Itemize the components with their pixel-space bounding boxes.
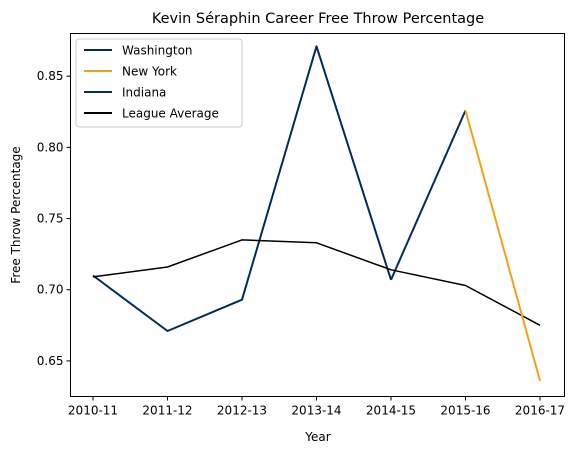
legend-box (75, 38, 243, 128)
series-line-league-average (92, 239, 541, 326)
series-line-indiana (390, 109, 467, 281)
x-tick-label: 2012-13 (217, 404, 267, 418)
legend-label-league-average: League Average (122, 107, 219, 121)
y-axis-label: Free Throw Percentage (9, 146, 23, 283)
legend-label-indiana: Indiana (122, 86, 166, 100)
y-tick-label: 0.70 (37, 283, 64, 297)
x-tick-label: 2011-12 (142, 404, 192, 418)
chart-title: Kevin Séraphin Career Free Throw Percent… (152, 11, 484, 27)
series-line-washington (92, 45, 392, 332)
y-tick-label: 0.80 (37, 140, 64, 154)
y-tick-label: 0.85 (37, 69, 64, 83)
x-tick-label: 2015-16 (440, 404, 490, 418)
x-axis-label: Year (304, 430, 330, 444)
x-tick-label: 2014-15 (366, 404, 416, 418)
x-tick-label: 2010-11 (68, 404, 118, 418)
y-tick-label: 0.65 (37, 354, 64, 368)
legend-label-new-york: New York (122, 65, 177, 79)
plot-frame (70, 33, 565, 397)
legend-label-washington: Washington (122, 44, 193, 58)
series-line-new-york (464, 110, 541, 382)
plot-area: 2010-11 2011-12 2012-13 2013-14 2014-15 2015-… (37, 45, 565, 418)
x-tick-label: 2013-14 (291, 404, 341, 418)
y-tick-label: 0.75 (37, 212, 64, 226)
legend: Washington New York Indiana League Average (75, 38, 243, 128)
x-tick-label: 2016-17 (515, 404, 565, 418)
